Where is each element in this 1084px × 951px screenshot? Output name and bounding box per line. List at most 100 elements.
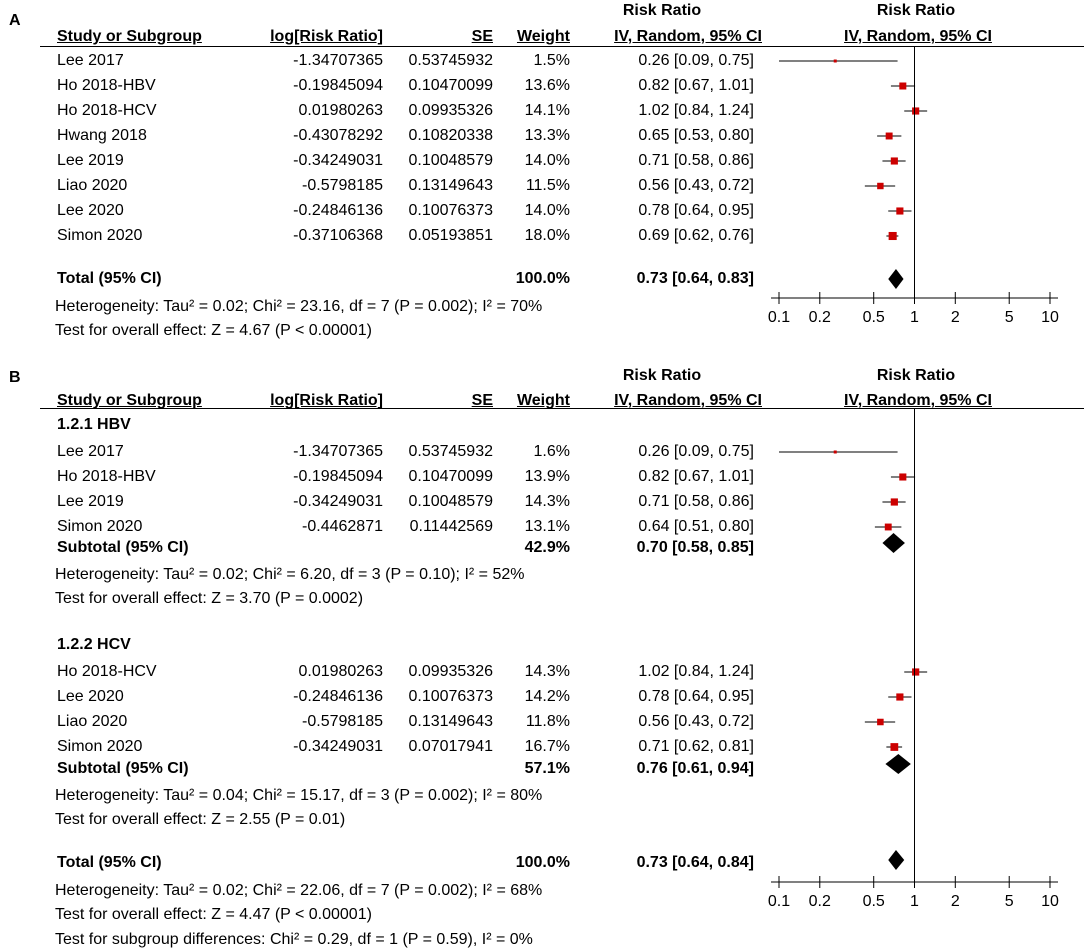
panel_a-plot-title: Risk Ratio	[876, 2, 956, 19]
b-point-marker	[890, 498, 898, 506]
b-x-tick-label: 0.5	[862, 893, 885, 910]
b-pooled-diamond	[885, 754, 911, 774]
panel_a-plot-subtitle: IV, Random, 95% CI	[844, 28, 992, 45]
panel_a-rr-title: Risk Ratio	[622, 2, 702, 19]
subgroup-diff-text: Test for subgroup differences: Chi² = 0.…	[55, 931, 533, 948]
study-logrr: -0.34249031	[293, 738, 383, 755]
b-point-marker	[833, 450, 837, 454]
study-name: Lee 2019	[57, 152, 124, 169]
study-se: 0.09935326	[408, 102, 493, 119]
a-x-tick-label: 10	[1041, 309, 1059, 326]
b-x-tick-label: 1	[910, 893, 919, 910]
study-name: Lee 2020	[57, 202, 124, 219]
panel_b-panel-label: B	[9, 369, 21, 386]
panel_b-plot-title: Risk Ratio	[876, 367, 956, 384]
study-name: Simon 2020	[57, 518, 143, 535]
panel_b-header-rule	[40, 408, 1084, 409]
total-label: Total (95% CI)	[57, 270, 162, 287]
study-logrr: -0.19845094	[293, 77, 383, 94]
a-point-marker	[888, 231, 897, 241]
subgroup-title: 1.2.1 HBV	[57, 416, 131, 433]
heterogeneity-text: Heterogeneity: Tau² = 0.02; Chi² = 6.20,…	[55, 566, 525, 583]
study-weight: 14.1%	[524, 102, 570, 119]
b-point-marker	[890, 743, 899, 751]
study-ci: 0.56 [0.43, 0.72]	[638, 177, 754, 194]
study-se: 0.10470099	[408, 77, 493, 94]
study-name: Ho 2018-HBV	[57, 468, 156, 485]
study-weight: 13.1%	[524, 518, 570, 535]
b-x-tick-label: 10	[1041, 893, 1059, 910]
heterogeneity-text: Heterogeneity: Tau² = 0.02; Chi² = 23.16…	[55, 298, 543, 315]
total-ci: 0.73 [0.64, 0.84]	[636, 854, 754, 871]
subtotal-label: Subtotal (95% CI)	[57, 539, 189, 556]
overall-effect-text: Test for overall effect: Z = 2.55 (P = 0…	[55, 811, 346, 828]
heterogeneity-text: Heterogeneity: Tau² = 0.02; Chi² = 22.06…	[55, 882, 543, 899]
subtotal-ci: 0.70 [0.58, 0.85]	[636, 539, 754, 556]
a-point-marker	[877, 182, 884, 190]
a-x-tick-label: 0.5	[862, 309, 885, 326]
total-label: Total (95% CI)	[57, 854, 162, 871]
panel_b-plot-subtitle: IV, Random, 95% CI	[844, 392, 992, 409]
study-weight: 13.3%	[524, 127, 570, 144]
study-logrr: -0.19845094	[293, 468, 383, 485]
study-logrr: -0.24846136	[293, 688, 383, 705]
a-point-marker	[885, 132, 893, 140]
study-name: Lee 2020	[57, 688, 124, 705]
subtotal-weight: 57.1%	[524, 760, 570, 777]
a-point-marker	[833, 59, 837, 63]
study-se: 0.53745932	[408, 443, 493, 460]
study-ci: 0.71 [0.62, 0.81]	[638, 738, 754, 755]
study-name: Simon 2020	[57, 227, 143, 244]
study-ci: 0.64 [0.51, 0.80]	[638, 518, 754, 535]
study-se: 0.10076373	[408, 202, 493, 219]
study-ci: 0.82 [0.67, 1.01]	[638, 77, 754, 94]
a-x-tick-label: 2	[950, 309, 960, 326]
panel_a-col-ci: IV, Random, 95% CI	[614, 28, 762, 45]
study-weight: 11.8%	[525, 713, 570, 730]
b-x-tick-label: 2	[950, 893, 960, 910]
study-ci: 0.71 [0.58, 0.86]	[638, 493, 754, 510]
study-logrr: 0.01980263	[298, 102, 383, 119]
study-se: 0.11442569	[409, 518, 493, 535]
study-logrr: -1.34707365	[293, 52, 383, 69]
study-name: Liao 2020	[57, 177, 128, 194]
study-se: 0.10820338	[408, 127, 493, 144]
b-x-tick-label: 0.1	[767, 893, 791, 910]
panel_a-col-weight: Weight	[516, 28, 570, 45]
study-logrr: -0.5798185	[302, 713, 383, 730]
study-weight: 14.0%	[524, 152, 570, 169]
study-ci: 0.26 [0.09, 0.75]	[638, 52, 754, 69]
study-se: 0.10076373	[408, 688, 493, 705]
study-se: 0.13149643	[408, 713, 493, 730]
study-logrr: -0.34249031	[293, 493, 383, 510]
study-name: Lee 2017	[57, 443, 124, 460]
study-name: Liao 2020	[57, 713, 128, 730]
study-ci: 0.69 [0.62, 0.76]	[638, 227, 754, 244]
subgroup-title: 1.2.2 HCV	[57, 636, 131, 653]
study-se: 0.10048579	[408, 493, 493, 510]
study-weight: 13.6%	[524, 77, 570, 94]
b-pooled-diamond	[882, 533, 905, 553]
subtotal-ci: 0.76 [0.61, 0.94]	[636, 760, 754, 777]
b-point-marker	[896, 693, 904, 701]
study-logrr: -0.37106368	[293, 227, 383, 244]
subtotal-label: Subtotal (95% CI)	[57, 760, 189, 777]
panel_b-col-ci: IV, Random, 95% CI	[614, 392, 762, 409]
study-name: Hwang 2018	[57, 127, 147, 144]
study-logrr: -0.34249031	[293, 152, 383, 169]
study-ci: 0.26 [0.09, 0.75]	[638, 443, 754, 460]
study-weight: 14.3%	[524, 493, 570, 510]
panel_b-rr-title: Risk Ratio	[622, 367, 702, 384]
study-weight: 14.3%	[524, 663, 570, 680]
study-se: 0.10470099	[408, 468, 493, 485]
a-x-tick-label: 5	[1004, 309, 1014, 326]
study-name: Ho 2018-HBV	[57, 77, 156, 94]
panel_b-col-weight: Weight	[516, 392, 570, 409]
a-point-marker	[912, 107, 920, 115]
study-ci: 1.02 [0.84, 1.24]	[638, 663, 754, 680]
a-point-marker	[899, 82, 907, 90]
b-x-tick-label: 0.2	[808, 893, 831, 910]
study-ci: 0.71 [0.58, 0.86]	[638, 152, 754, 169]
